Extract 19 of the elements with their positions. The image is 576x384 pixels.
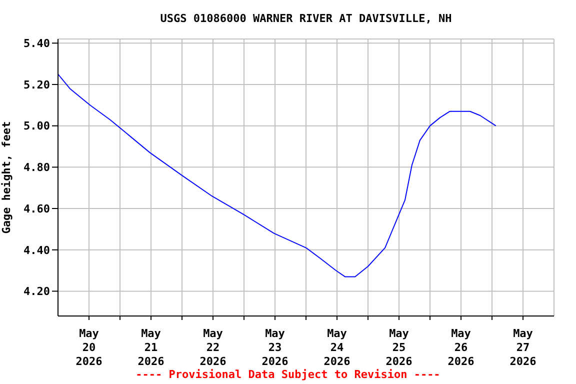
y-tick-label: 4.80 — [24, 161, 50, 174]
x-tick-label: May 25 2026 — [386, 327, 413, 368]
x-tick-label: May 20 2026 — [76, 327, 103, 368]
x-tick-label: May 26 2026 — [448, 327, 475, 368]
y-axis-title: Gage height, feet — [0, 121, 13, 234]
x-tick-label: May 23 2026 — [262, 327, 289, 368]
line-series — [58, 74, 496, 278]
y-tick-label: 5.00 — [24, 120, 50, 133]
y-tick-label: 4.60 — [24, 202, 50, 216]
x-tick-label: May 22 2026 — [200, 327, 227, 368]
y-tick-label: 4.40 — [24, 244, 50, 257]
x-tick-label: May 24 2026 — [324, 327, 351, 368]
y-tick-label: 5.40 — [24, 37, 50, 50]
x-tick-label: May 21 2026 — [138, 327, 165, 368]
chart-title: USGS 01086000 WARNER RIVER AT DAVISVILLE, NH — [159, 12, 453, 25]
x-tick-label: May 27 2026 — [510, 327, 537, 368]
y-tick-label: 5.20 — [24, 78, 50, 92]
y-tick-label: 4.20 — [24, 285, 50, 298]
text: ---- Provisional Data Subject to Revision ---- — [134, 368, 442, 381]
